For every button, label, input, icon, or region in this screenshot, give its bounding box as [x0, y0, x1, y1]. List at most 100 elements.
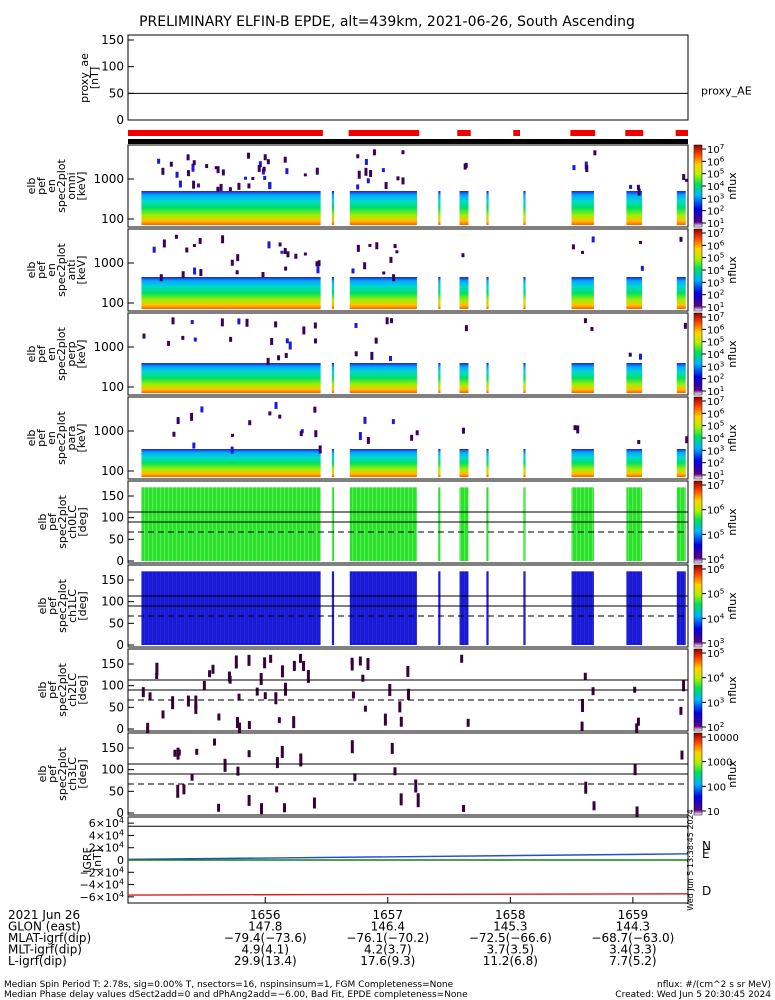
- pitch-panel-1-flux: [141, 487, 321, 561]
- pitch-panel-4-tick-label: 50: [109, 784, 124, 798]
- pitch-panel-4-speckle: [275, 757, 279, 769]
- pitch-panel-4-speckle: [217, 803, 221, 812]
- spectrogram-4-ylabel-line: pef: [35, 428, 48, 447]
- ae-tick-label: 0: [116, 113, 124, 127]
- igrf-stamp: Wed Jun 5 13:38:45 2024: [686, 809, 695, 911]
- panels: 150100500proxy_AEproxy_ae[nT]1000100elbp…: [25, 33, 752, 911]
- spectrogram-2-speckle: [278, 242, 282, 247]
- pitch-panel-3-speckle: [263, 657, 267, 669]
- spectrogram-2-speckle: [192, 243, 196, 247]
- spectrogram-2-tick-label: 100: [101, 296, 124, 310]
- spectrogram-2-speckle: [356, 244, 360, 252]
- spectrogram-3-flux: [523, 363, 526, 393]
- science-zone-flag: [513, 130, 520, 136]
- pitch-panel-2-flux: [438, 571, 441, 645]
- spectrogram-4-ylabel-line: para: [65, 426, 78, 451]
- pitch-panel-2-flux: [626, 571, 643, 645]
- spectrogram-3-flux: [141, 363, 321, 393]
- spectrogram-3-speckle: [142, 333, 146, 339]
- spectrogram-1-ylabel-line: [keV]: [75, 172, 88, 201]
- spectrogram-4-flux: [676, 449, 686, 477]
- spectrogram-1-cbar-label: 104: [707, 179, 725, 193]
- spectrogram-2-flux: [571, 277, 594, 309]
- spectrogram-1-speckle: [251, 176, 255, 180]
- pitch-panel-1-tick-label: 150: [101, 489, 124, 503]
- pitch-panel-3-tick-label: 0: [116, 722, 124, 736]
- spectrogram-1-speckle: [169, 161, 173, 167]
- pitch-panel-2-tick-label: 0: [116, 638, 124, 652]
- pitch-panel-4-speckle: [282, 803, 286, 813]
- spectrogram-1-speckle: [216, 186, 220, 192]
- pitch-panel-3-speckle: [217, 713, 221, 721]
- spectrogram-3-speckle: [313, 322, 317, 329]
- spectrogram-2-ylabel-line: [keV]: [75, 256, 88, 285]
- spectrogram-2-cbar-label: 103: [707, 275, 724, 289]
- ae-tick-label: 50: [109, 86, 124, 100]
- pitch-panel-2-tick-label: 50: [109, 616, 124, 630]
- spectrogram-4-speckle: [299, 431, 303, 437]
- pitch-panel-3-speckle: [406, 665, 410, 677]
- spectrogram-1-speckle: [572, 165, 576, 171]
- spectrogram-4-tick-label: 1000: [93, 424, 124, 438]
- pitch-panel-4-ylabel-line: ch3LC: [66, 757, 79, 791]
- spectrogram-1-speckle: [192, 180, 196, 189]
- footer-row-label: L-igrf(dip): [8, 954, 67, 968]
- spectrogram-2-speckle: [230, 259, 234, 266]
- spectrogram-4-speckle: [278, 414, 282, 419]
- spectrogram-2-speckle: [284, 266, 288, 271]
- pitch-panel-2-flux: [486, 571, 489, 645]
- spectrogram-3-speckle: [270, 337, 274, 345]
- pitch-panel-2-flux: [141, 571, 321, 645]
- spectrogram-2-speckle: [461, 253, 465, 258]
- pitch-panel-3-speckle: [398, 701, 402, 713]
- spectrogram-4-speckle: [313, 406, 317, 413]
- spectrogram-3-colorbar: [693, 312, 703, 396]
- spectrogram-2-flux: [676, 277, 686, 309]
- spectrogram-1-speckle: [262, 166, 266, 172]
- spectrogram-1-speckle: [205, 164, 209, 169]
- spectrogram-2-ylabel-line: elb: [25, 262, 38, 279]
- spectrogram-1-cbar-label: 105: [707, 167, 724, 181]
- spectrogram-4-flux: [523, 449, 526, 477]
- pitch-panel-1-ylabel-line: ch0LC: [66, 505, 79, 539]
- pitch-panel-3-ylabel-line: [deg]: [76, 675, 89, 704]
- spectrogram-1-flux: [626, 191, 643, 225]
- pitch-panel-1-flux: [438, 487, 441, 561]
- pitch-panel-3-speckle: [583, 672, 587, 680]
- spectrogram-1-speckle: [263, 175, 267, 180]
- spectrogram-1-flux: [438, 191, 441, 225]
- spectrogram-3-speckle: [171, 317, 175, 325]
- spectrogram-2-cbar-title: nflux: [726, 256, 739, 284]
- pitch-panel-1-cbar-label: 106: [707, 503, 725, 517]
- pitch-panel-4-cbar-title: nflux: [726, 760, 739, 788]
- pitch-panel-3-speckle: [235, 717, 239, 729]
- spectrogram-4-speckle: [314, 430, 318, 438]
- spectrogram-1-colorbar: [693, 144, 703, 228]
- spectrogram-3-speckle: [385, 317, 389, 325]
- spectrogram-2-speckle: [193, 267, 197, 275]
- spectrogram-1-speckle: [257, 164, 261, 172]
- spectrogram-1-tick-label: 100: [101, 212, 124, 226]
- spectrogram-2-colorbar: [693, 228, 703, 312]
- pitch-panel-3-speckle: [350, 660, 354, 671]
- spectrogram-1-flux: [141, 191, 321, 225]
- spectrogram-1-speckle: [303, 173, 307, 177]
- igrf-tick-label: 2×104: [89, 841, 124, 855]
- pitch-panel-3-ylabel-line: pef: [46, 680, 59, 699]
- spectrogram-3-speckle: [229, 336, 233, 342]
- pitch-panel-3-speckle: [155, 672, 159, 679]
- spectrogram-2-speckle: [185, 247, 189, 253]
- pitch-panel-3-speckle: [280, 665, 284, 678]
- spectrogram-1-cbar-label: 102: [707, 204, 724, 218]
- pitch-panel-3-speckle: [299, 653, 303, 663]
- igrf-tick-label: −4×104: [80, 878, 124, 892]
- pitch-panel-4-speckle: [633, 764, 637, 776]
- spectrogram-2-speckle: [679, 236, 683, 242]
- spectrogram-1-speckle: [381, 168, 385, 173]
- spectrogram-2-speckle: [591, 236, 595, 243]
- pitch-panel-4-cbar-label: 100: [707, 782, 726, 793]
- spectrogram-1-ylabel-line: en: [45, 179, 58, 193]
- spectrogram-2-ylabel-line: spec2plot: [55, 243, 68, 297]
- spectrogram-3-speckle: [245, 318, 249, 327]
- pitch-panel-3-speckle: [358, 656, 362, 666]
